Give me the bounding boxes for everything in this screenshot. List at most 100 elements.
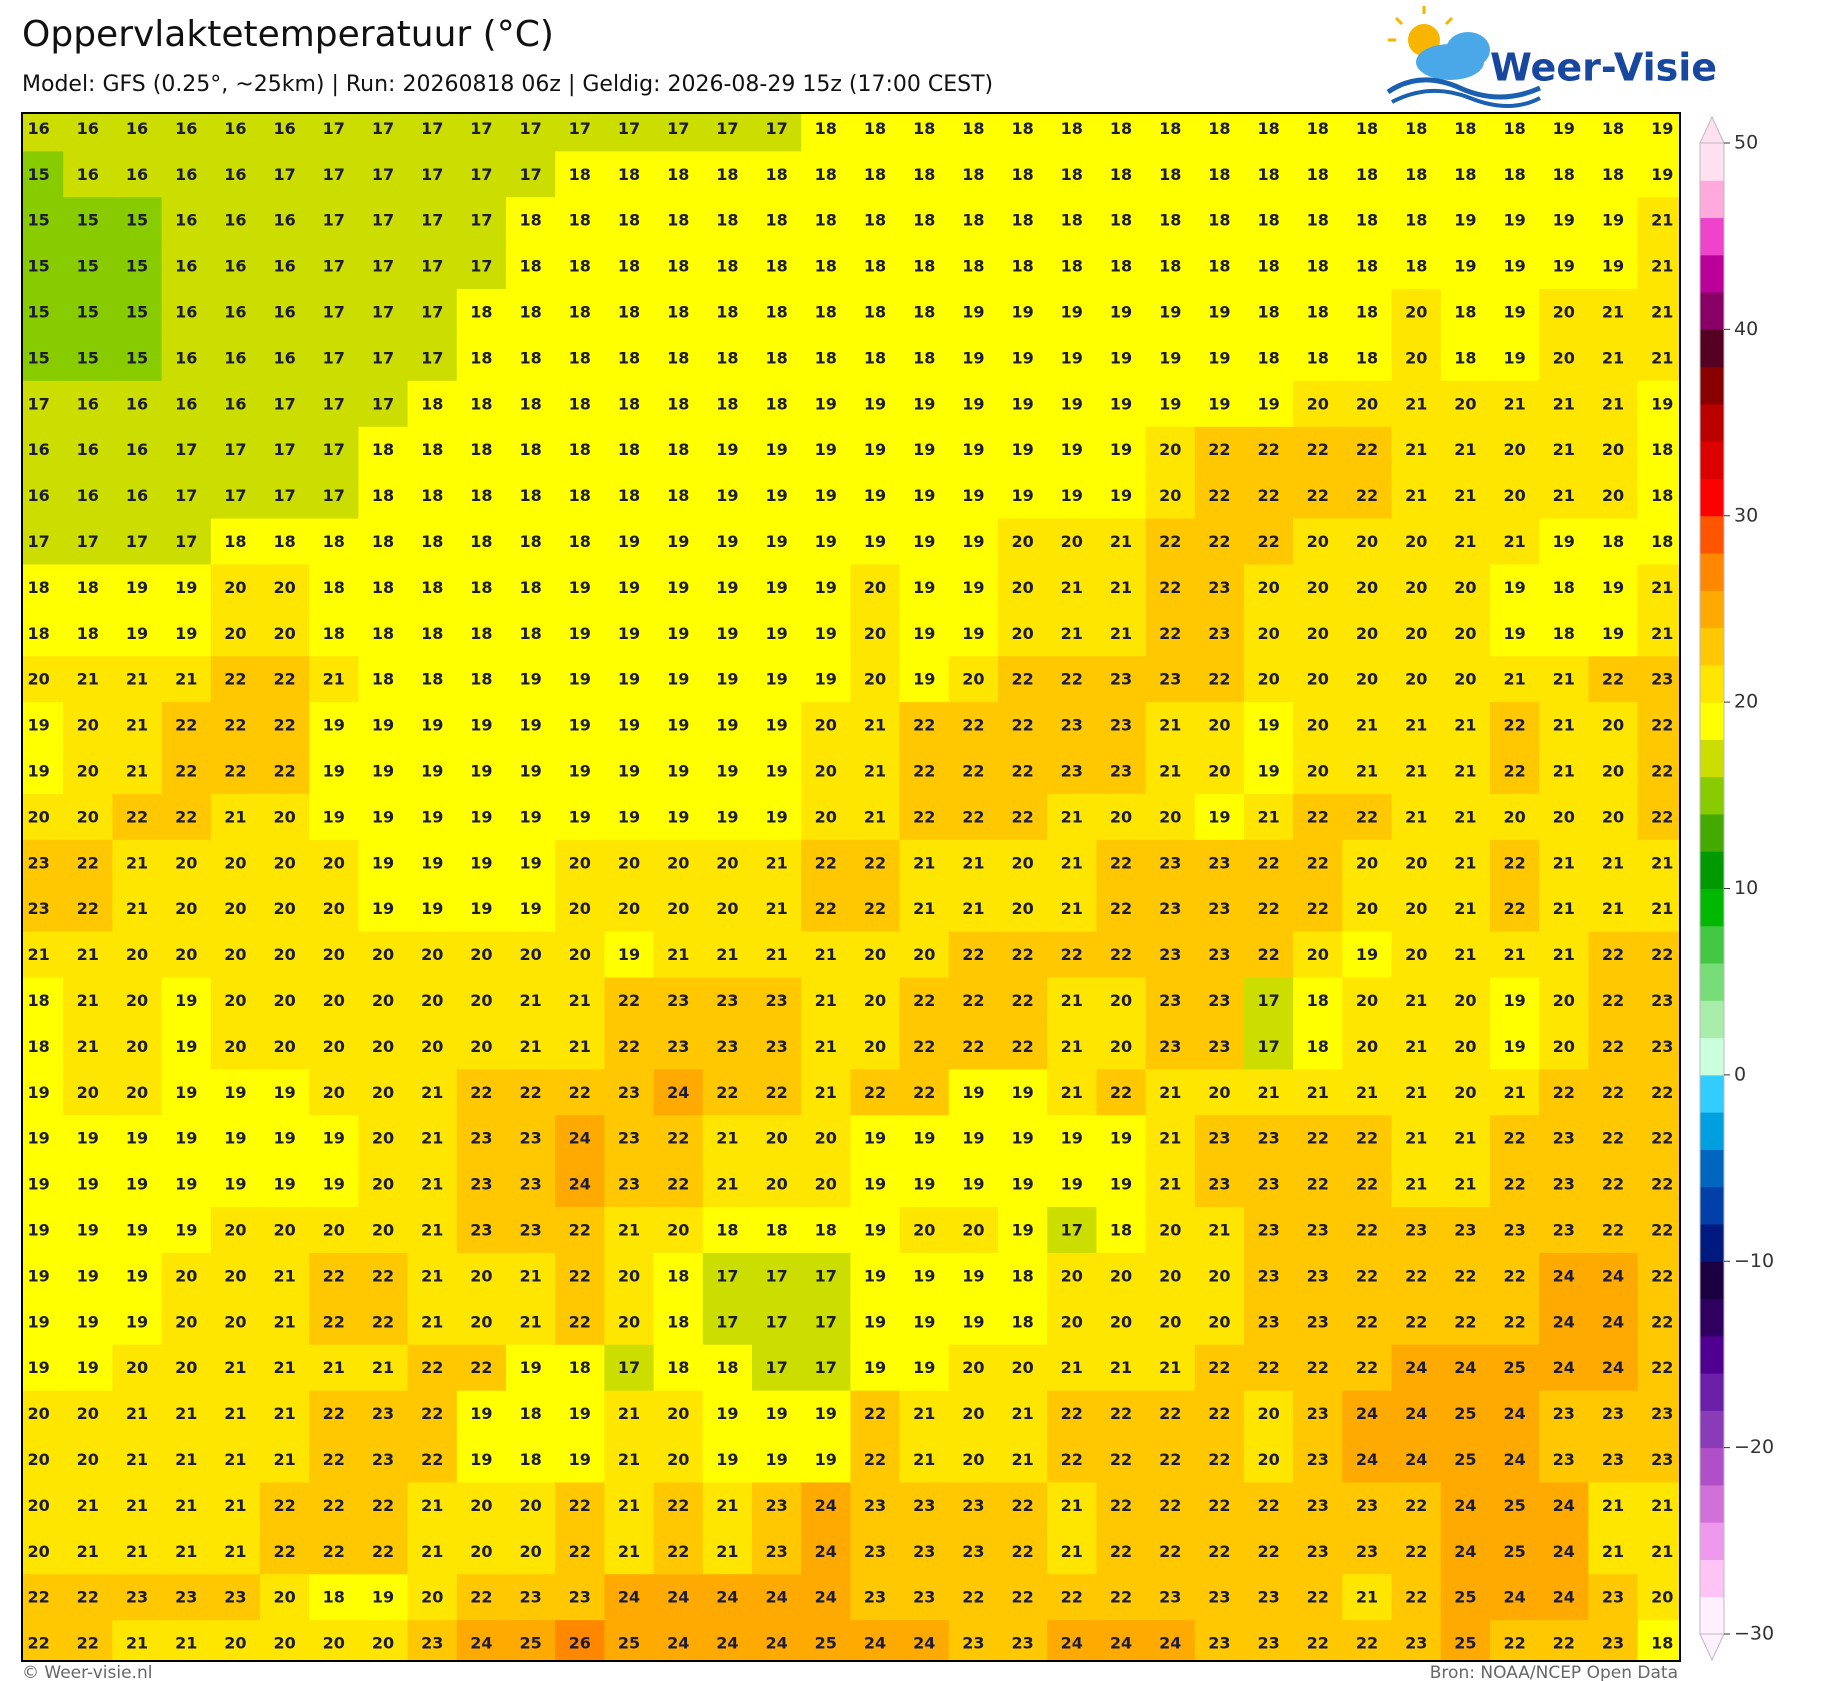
temperature-label: 21 (273, 1358, 295, 1377)
temperature-label: 22 (1061, 1588, 1083, 1607)
temperature-label: 24 (667, 1588, 689, 1607)
temperature-label: 20 (1110, 1037, 1132, 1056)
temperature-label: 20 (962, 1358, 984, 1377)
temperature-cell (309, 1161, 359, 1208)
temperature-label: 19 (273, 1175, 295, 1194)
temperature-label: 22 (1159, 1404, 1181, 1423)
temperature-label: 20 (372, 945, 394, 964)
temperature-label: 20 (1503, 486, 1525, 505)
temperature-cell (112, 1207, 163, 1254)
temperature-label: 18 (1110, 165, 1132, 184)
temperature-label: 16 (175, 165, 197, 184)
temperature-cell (1539, 656, 1589, 703)
colorbar-segment (1700, 1149, 1724, 1188)
temperature-cell (1539, 334, 1589, 382)
temperature-label: 23 (1208, 1175, 1230, 1194)
temperature-cell (456, 656, 507, 703)
temperature-cell (801, 334, 851, 382)
temperature-label: 23 (224, 1588, 246, 1607)
temperature-cell (22, 426, 64, 474)
temperature-label: 16 (126, 119, 148, 138)
temperature-cell (161, 702, 212, 749)
temperature-label: 22 (913, 1083, 935, 1102)
temperature-label: 17 (175, 532, 197, 551)
temperature-label: 22 (1602, 1037, 1624, 1056)
temperature-cell (210, 839, 261, 887)
temperature-label: 20 (77, 1404, 99, 1423)
temperature-cell (1145, 289, 1196, 336)
temperature-label: 18 (864, 119, 886, 138)
temperature-label: 17 (372, 394, 394, 413)
temperature-cell (309, 793, 359, 841)
temperature-cell (506, 1252, 556, 1300)
temperature-label: 18 (1257, 119, 1279, 138)
logo-text: Weer-Visie (1490, 46, 1717, 90)
temperature-label: 21 (1208, 1221, 1230, 1240)
temperature-label: 18 (1208, 119, 1230, 138)
temperature-cell (801, 931, 851, 979)
temperature-label: 20 (864, 624, 886, 643)
temperature-label: 20 (1307, 945, 1329, 964)
temperature-label: 20 (1454, 1083, 1476, 1102)
temperature-label: 21 (1405, 1083, 1427, 1102)
temperature-label: 19 (962, 578, 984, 597)
temperature-cell (358, 839, 409, 887)
temperature-cell (456, 1115, 507, 1162)
temperature-cell (1588, 793, 1639, 841)
temperature-label: 19 (519, 1358, 541, 1377)
temperature-label: 24 (569, 1129, 591, 1148)
temperature-label: 20 (175, 945, 197, 964)
colorbar-segment (1700, 739, 1724, 778)
temperature-cell (1145, 113, 1196, 152)
temperature-cell (456, 472, 507, 520)
temperature-cell (702, 113, 753, 152)
temperature-label: 19 (519, 670, 541, 689)
temperature-cell (1194, 426, 1245, 474)
temperature-cell (309, 1207, 359, 1254)
temperature-cell (850, 1115, 901, 1162)
temperature-label: 19 (1503, 348, 1525, 367)
temperature-cell (1047, 380, 1097, 428)
temperature-cell (210, 1344, 261, 1392)
temperature-cell (1194, 1069, 1245, 1116)
temperature-label: 19 (1356, 945, 1378, 964)
temperature-cell (899, 977, 950, 1025)
temperature-cell (309, 1069, 359, 1116)
temperature-label: 20 (913, 1221, 935, 1240)
temperature-cell (1490, 1069, 1540, 1116)
colorbar-segment (1700, 776, 1724, 815)
temperature-label: 21 (126, 1450, 148, 1469)
colorbar-segment (1700, 180, 1724, 219)
temperature-cell (1342, 885, 1393, 933)
temperature-label: 23 (1208, 853, 1230, 872)
temperature-label: 19 (716, 532, 738, 551)
temperature-cell (22, 472, 64, 520)
temperature-label: 21 (1454, 762, 1476, 781)
temperature-label: 21 (1553, 486, 1575, 505)
temperature-cell (407, 656, 458, 703)
temperature-cell (358, 243, 409, 290)
temperature-cell (998, 113, 1048, 152)
temperature-cell (1293, 1252, 1343, 1300)
temperature-label: 17 (372, 257, 394, 276)
temperature-cell (801, 748, 851, 795)
temperature-cell (358, 793, 409, 841)
temperature-label: 22 (1307, 1634, 1329, 1653)
temperature-label: 19 (27, 1266, 49, 1285)
temperature-cell (604, 113, 655, 152)
temperature-cell (1145, 1023, 1196, 1070)
temperature-label: 21 (421, 1542, 443, 1561)
temperature-label: 18 (1553, 624, 1575, 643)
temperature-label: 23 (1159, 991, 1181, 1010)
temperature-cell (752, 197, 802, 244)
temperature-label: 20 (421, 1037, 443, 1056)
temperature-cell (210, 380, 261, 428)
temperature-cell (112, 748, 163, 795)
temperature-cell (948, 243, 999, 290)
temperature-label: 18 (421, 486, 443, 505)
temperature-label: 22 (175, 807, 197, 826)
temperature-label: 18 (864, 303, 886, 322)
temperature-label: 21 (1454, 532, 1476, 551)
temperature-label: 22 (1011, 945, 1033, 964)
